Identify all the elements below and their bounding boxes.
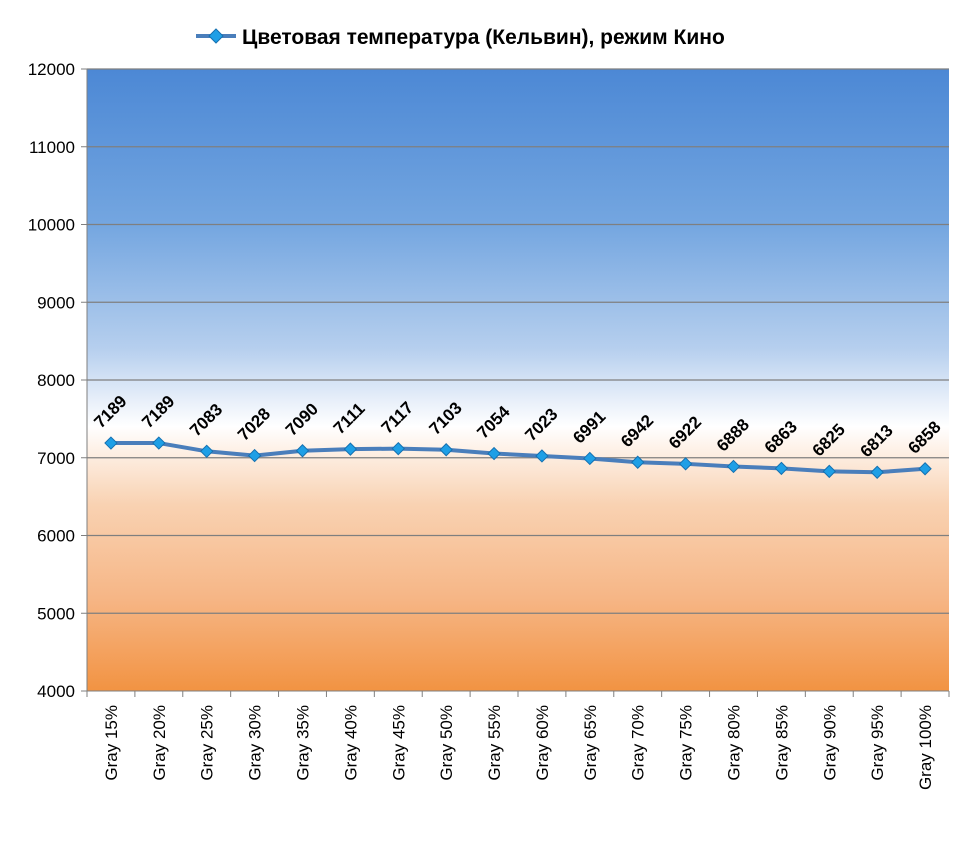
legend-marker-swatch	[208, 28, 224, 44]
y-tick-label: 4000	[37, 682, 75, 701]
data-point	[487, 446, 501, 461]
y-tick-labels: 4000 5000 6000 7000 8000 9000 10000 11000 12000	[28, 60, 75, 701]
x-tick-label: Gray 45%	[389, 705, 408, 781]
data-point	[774, 461, 789, 476]
x-tick-labels: Gray 15% Gray 20% Gray 25% Gray 30% Gray 35%…	[86, 691, 950, 790]
x-tick-label: Gray 80%	[725, 705, 744, 781]
gridlines	[81, 68, 949, 692]
data-point	[822, 464, 836, 479]
x-tick-label: Gray 85%	[772, 705, 791, 781]
x-tick-label: Gray 95%	[868, 705, 887, 781]
series-line	[110, 441, 926, 475]
x-tick-label: Gray 55%	[485, 705, 504, 781]
data-point	[247, 448, 262, 463]
series-layer	[104, 436, 932, 479]
y-tick-label: 10000	[28, 216, 75, 235]
data-point	[535, 449, 549, 463]
data-point	[391, 441, 405, 456]
x-tick-label: Gray 50%	[437, 705, 456, 781]
data-point	[583, 451, 597, 466]
x-tick-label: Gray 70%	[629, 705, 648, 781]
x-tick-label: Gray 75%	[677, 705, 696, 781]
x-tick-label: Gray 15%	[102, 705, 121, 781]
y-tick-label: 5000	[37, 604, 75, 623]
data-point	[152, 436, 166, 450]
legend: Цветовая температура (Кельвин), режим Ки…	[196, 26, 725, 49]
data-point	[631, 455, 645, 469]
data-point	[678, 457, 693, 471]
y-tick-label: 7000	[37, 449, 75, 468]
y-tick-label: 9000	[37, 293, 75, 312]
data-point	[726, 459, 741, 474]
data-point	[343, 442, 358, 456]
x-tick-label: Gray 90%	[820, 705, 839, 781]
y-tick-label: 6000	[37, 527, 75, 546]
data-point	[200, 444, 214, 459]
x-tick-label: Gray 100%	[916, 705, 935, 790]
data-point	[918, 462, 932, 476]
x-tick-label: Gray 65%	[581, 705, 600, 781]
y-tick-label: 12000	[28, 60, 75, 79]
x-tick-label: Gray 60%	[533, 705, 552, 781]
y-tick-label: 8000	[37, 371, 75, 390]
x-tick-label: Gray 20%	[150, 705, 169, 781]
y-tick-label: 11000	[29, 138, 75, 157]
data-point	[870, 465, 884, 479]
x-tick-label: Gray 40%	[341, 705, 360, 781]
data-point	[439, 443, 453, 457]
x-tick-label: Gray 35%	[294, 705, 313, 781]
data-point	[295, 444, 310, 458]
x-tick-label: Gray 25%	[198, 705, 217, 781]
data-point	[104, 436, 118, 450]
chart-title: Цветовая температура (Кельвин), режим Ки…	[242, 26, 725, 49]
x-tick-label: Gray 30%	[246, 705, 265, 781]
